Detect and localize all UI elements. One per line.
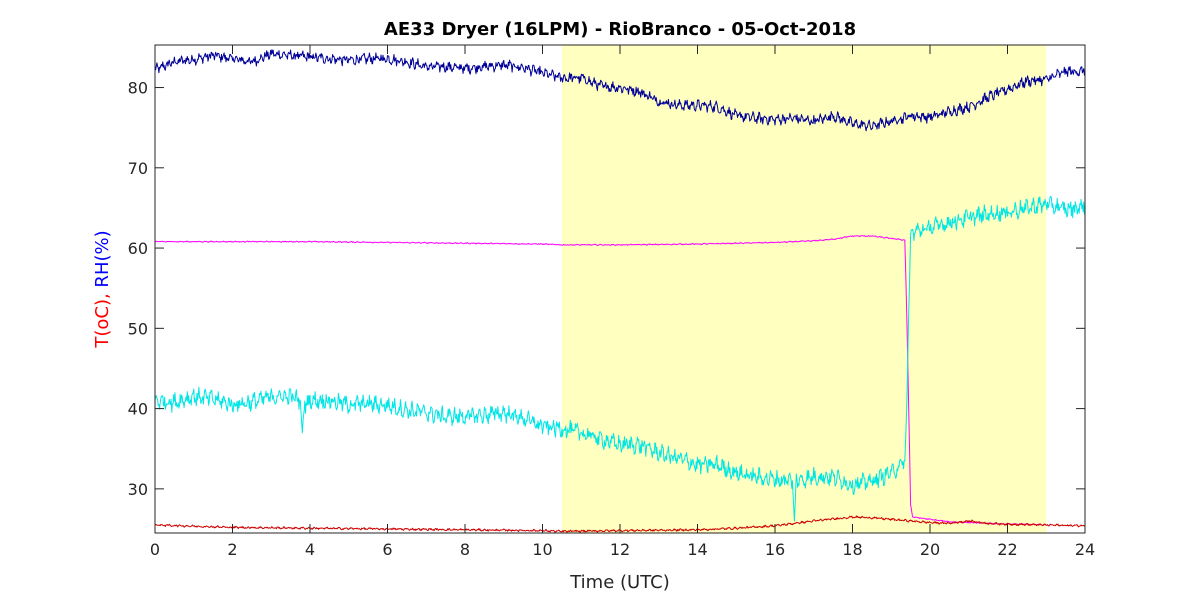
x-tick-label: 4 bbox=[305, 540, 315, 559]
y-axis-label-temperature: T(oC), bbox=[92, 288, 113, 349]
y-axis-label: T(oC), RH(%) bbox=[92, 230, 113, 348]
x-tick-label: 22 bbox=[997, 540, 1017, 559]
y-tick-label: 70 bbox=[128, 159, 148, 178]
x-tick-label: 10 bbox=[532, 540, 552, 559]
x-tick-label: 24 bbox=[1075, 540, 1095, 559]
x-axis-label: Time (UTC) bbox=[569, 572, 670, 593]
y-tick-label: 40 bbox=[128, 400, 148, 419]
x-tick-label: 0 bbox=[150, 540, 160, 559]
chart-title: AE33 Dryer (16LPM) - RioBranco - 05-Oct-… bbox=[384, 19, 856, 40]
x-tick-label: 2 bbox=[227, 540, 237, 559]
y-tick-label: 60 bbox=[128, 239, 148, 258]
x-tick-label: 14 bbox=[687, 540, 707, 559]
x-tick-label: 12 bbox=[610, 540, 630, 559]
series-line-1 bbox=[154, 235, 1047, 526]
y-axis-label-humidity: RH(%) bbox=[92, 230, 113, 287]
x-tick-label: 8 bbox=[460, 540, 470, 559]
x-tick-label: 6 bbox=[382, 540, 392, 559]
series-line-0 bbox=[154, 49, 1086, 132]
daytime-highlight-span bbox=[561, 45, 1047, 533]
y-tick-label: 80 bbox=[128, 79, 148, 98]
highlight-layer bbox=[561, 45, 1047, 533]
series-line-2 bbox=[154, 195, 1086, 522]
y-tick-label: 30 bbox=[128, 480, 148, 499]
x-tick-label: 20 bbox=[920, 540, 940, 559]
x-tick-label: 18 bbox=[842, 540, 862, 559]
y-tick-label: 50 bbox=[128, 319, 148, 338]
x-tick-label: 16 bbox=[765, 540, 785, 559]
